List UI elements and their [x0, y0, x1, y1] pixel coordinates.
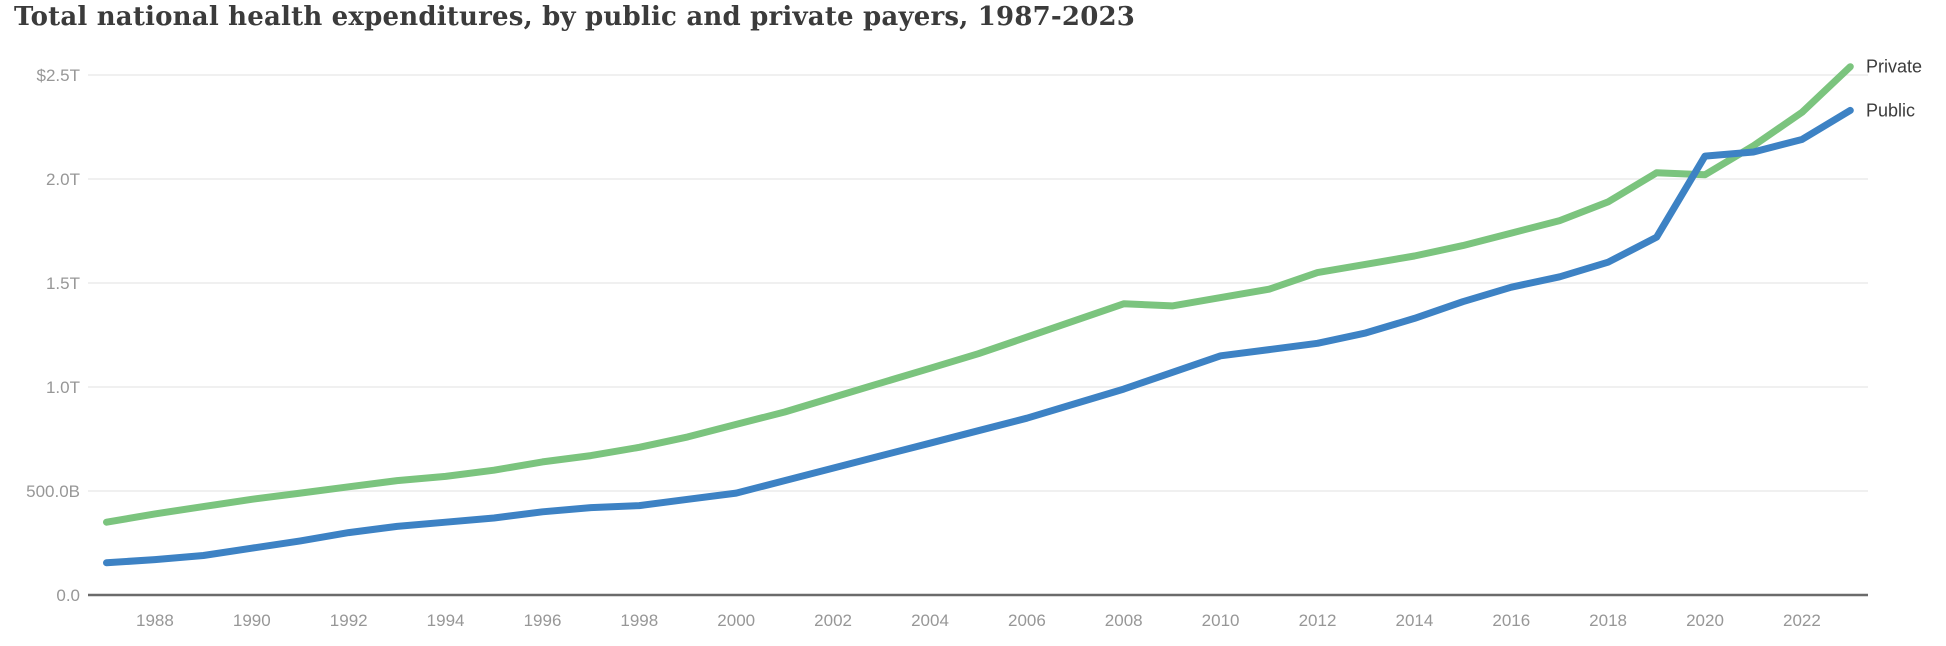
- x-tick-label: 2010: [1202, 611, 1240, 630]
- x-tick-label: 1990: [233, 611, 271, 630]
- y-tick-label: 0.0: [56, 586, 80, 605]
- legend-private-label: Private: [1866, 57, 1922, 77]
- y-tick-label: 1.0T: [46, 378, 80, 397]
- x-tick-label: 2008: [1105, 611, 1143, 630]
- y-tick-label: 500.0B: [26, 482, 80, 501]
- x-tick-label: 2014: [1395, 611, 1433, 630]
- x-tick-label: 2022: [1783, 611, 1821, 630]
- y-tick-label: 2.0T: [46, 170, 80, 189]
- legend-public-label: Public: [1866, 100, 1915, 120]
- private-line: [103, 63, 1854, 526]
- public-line: [103, 106, 1854, 567]
- x-tick-label: 2004: [911, 611, 949, 630]
- x-tick-label: 2006: [1008, 611, 1046, 630]
- y-tick-label: 1.5T: [46, 274, 80, 293]
- x-tick-label: 1998: [620, 611, 658, 630]
- y-tick-label: $2.5T: [37, 66, 80, 85]
- x-tick-label: 1992: [330, 611, 368, 630]
- x-tick-label: 2016: [1492, 611, 1530, 630]
- x-tick-label: 2002: [814, 611, 852, 630]
- chart-title: Total national health expenditures, by p…: [14, 2, 1136, 32]
- x-tick-label: 1988: [136, 611, 174, 630]
- x-tick-label: 1996: [524, 611, 562, 630]
- x-tick-label: 2000: [717, 611, 755, 630]
- x-tick-label: 2012: [1299, 611, 1337, 630]
- x-tick-label: 1994: [427, 611, 465, 630]
- x-tick-label: 2020: [1686, 611, 1724, 630]
- x-tick-label: 2018: [1589, 611, 1627, 630]
